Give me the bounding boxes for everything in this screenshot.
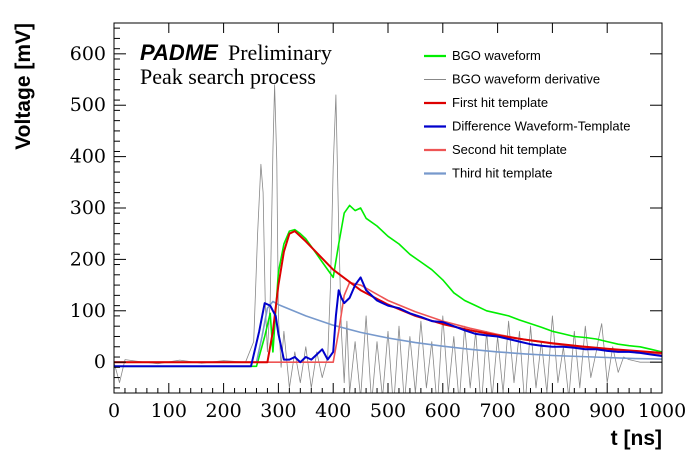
y-tick-label-3: 300	[70, 197, 106, 219]
y-axis-title: Voltage [mV]	[12, 23, 35, 150]
y-tick-label-6: 600	[70, 43, 106, 65]
x-tick-label-10: 1000	[638, 400, 686, 422]
legend-label-0: BGO waveform	[452, 48, 541, 63]
series-line-2	[114, 230, 662, 364]
legend-label-1: BGO waveform derivative	[452, 72, 600, 87]
series-line-5	[114, 300, 662, 364]
legend-label-2: First hit template	[452, 95, 548, 110]
axis-layer: 0 100 200 300 400 500 600 700 800 900 1000 0 100 200 3…	[70, 23, 686, 422]
experiment-label: PADME	[140, 40, 219, 65]
series-line-0	[114, 204, 662, 368]
y-tick-label-2: 200	[70, 248, 106, 270]
legend: BGO waveform BGO waveform derivative First…	[424, 48, 630, 181]
x-tick-label-9: 900	[589, 400, 625, 422]
legend-label-4: Second hit template	[452, 142, 567, 157]
y-tick-label-5: 500	[70, 94, 106, 116]
x-axis-title: t [ns]	[611, 427, 662, 450]
series-line-4	[114, 281, 662, 364]
x-tick-label-6: 600	[425, 400, 461, 422]
x-tick-label-7: 700	[479, 400, 515, 422]
y-tick-label-1: 100	[70, 300, 106, 322]
series-layer	[114, 84, 662, 393]
y-tick-label-4: 400	[70, 146, 106, 168]
series-line-3	[114, 276, 662, 368]
y-tick-label-0: 0	[94, 351, 106, 373]
preliminary-label: Preliminary	[228, 40, 332, 65]
x-tick-label-8: 800	[534, 400, 570, 422]
x-tick-label-0: 0	[108, 400, 120, 422]
series-line-1	[114, 84, 662, 393]
x-tick-label-2: 200	[205, 400, 241, 422]
x-tick-label-3: 300	[260, 400, 296, 422]
legend-label-3: Difference Waveform-Template	[452, 119, 630, 134]
x-tick-label-5: 500	[370, 400, 406, 422]
x-tick-label-1: 100	[151, 400, 187, 422]
legend-label-5: Third hit template	[452, 166, 552, 181]
x-tick-label-4: 400	[315, 400, 351, 422]
subtitle-label: Peak search process	[140, 64, 316, 89]
